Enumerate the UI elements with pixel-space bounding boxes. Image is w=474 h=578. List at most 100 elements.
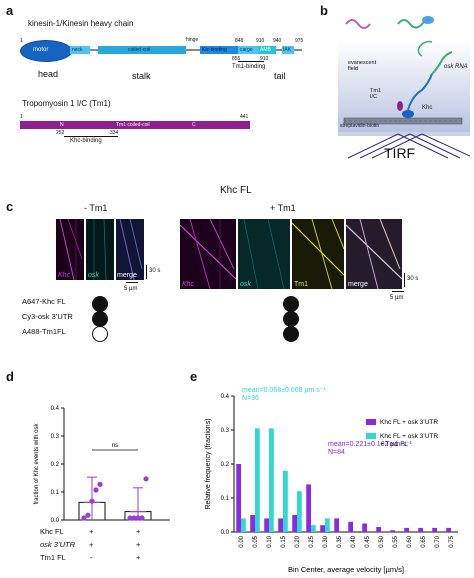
num-334: 334 — [110, 130, 119, 136]
klc-binding-label: Klc-binding — [202, 47, 227, 53]
minus-tm1-label: - Tm1 — [84, 203, 108, 213]
e-bar — [264, 518, 269, 532]
d-sig-label: ns — [112, 443, 118, 449]
e-x-tick-label: 0.30 — [323, 535, 329, 547]
linker — [90, 49, 98, 51]
tirf-schematic — [338, 16, 470, 159]
d-point — [97, 481, 103, 487]
e-bar — [320, 525, 325, 532]
panel-letter-c: c — [6, 199, 14, 214]
tm-start: 1 — [20, 114, 23, 120]
e-x-tick-label: 0.05 — [253, 535, 259, 547]
condition-dot — [92, 311, 108, 327]
e-bar — [278, 518, 283, 532]
kymo-label-plus-merge: merge — [348, 281, 368, 288]
e-x-tick-label: 0.25 — [309, 535, 315, 547]
c-term-linker — [294, 49, 302, 51]
khc-start: 1 — [20, 38, 23, 44]
tm1-label: Tm1 I/C — [370, 88, 381, 101]
d-row-khc: Khc FL — [40, 527, 64, 536]
kymo-label-merge: merge — [117, 272, 137, 279]
num-975: 975 — [295, 38, 304, 44]
time-scale-right: 30 s — [407, 276, 419, 282]
time-scalebar-left — [146, 265, 147, 279]
e-x-tick-label: 0.60 — [407, 535, 413, 547]
e-bar — [306, 484, 311, 532]
e-y-tick-label: 0.4 — [221, 394, 230, 400]
d-col2-mark-2: + — [136, 553, 141, 562]
space-scalebar-right — [392, 291, 404, 292]
panel-letter-a: a — [6, 3, 14, 18]
e-bar — [236, 464, 241, 532]
e-bar — [255, 428, 260, 532]
e-x-axis-label: Bin Center, average velocity [µm/s] — [288, 565, 404, 574]
e-legend-swatch — [366, 433, 376, 439]
d-y-tick-label: 0.1 — [51, 490, 60, 496]
e-bar — [362, 523, 367, 532]
e-x-tick-label: 0.15 — [281, 535, 287, 547]
kymo-plus-osk — [238, 219, 290, 289]
d-y-tick-label: 0.0 — [51, 518, 60, 524]
kymo-label-osk: osk — [88, 272, 99, 279]
space-scale-right: 5 µm — [390, 295, 404, 301]
e-x-tick-label: 0.10 — [267, 535, 273, 547]
d-col2-mark-1: + — [136, 540, 141, 549]
e-legend-label: Khc FL + osk 3’UTR — [380, 419, 438, 426]
d-row-tm1: Tm1 FL — [40, 553, 66, 562]
e-x-tick-label: 0.70 — [435, 535, 441, 547]
streptavidin-label: streptavidin-biotin — [340, 123, 380, 129]
d-point — [139, 515, 145, 521]
e-legend-label: Khc FL + osk 3’UTR — [380, 433, 438, 440]
num-910-b: 910 — [260, 56, 269, 62]
e-y-tick-label: 0.2 — [221, 462, 230, 468]
e-bar — [418, 527, 423, 532]
d-point — [93, 487, 99, 493]
stalk-label: stalk — [132, 71, 151, 81]
e-bar — [432, 527, 437, 532]
e-bar — [376, 526, 381, 532]
e-y-tick-label: 0.1 — [221, 496, 230, 502]
condition-dot — [92, 296, 108, 312]
cargo-domain — [238, 46, 258, 54]
e-bar — [269, 428, 274, 532]
d-point — [143, 476, 149, 482]
d-point — [135, 515, 141, 521]
condition-dot — [283, 296, 299, 312]
e-x-tick-label: 0.55 — [393, 535, 399, 547]
e-legend-label-cont: + Tm1 FL — [380, 441, 408, 448]
e-y-tick-label: 0.0 — [221, 530, 230, 536]
panel-letter-d: d — [6, 369, 14, 384]
motor-label: motor — [33, 47, 49, 53]
e-bar — [404, 527, 409, 532]
num-855: 855 — [232, 56, 241, 62]
chart-d: 0.0 0.1 0.2 0.3 0.4 fraction of Khc events wi… — [34, 406, 170, 524]
tm1-n-label: N — [60, 122, 64, 128]
condition-khc: A647-Khc FL — [22, 297, 66, 306]
space-scalebar-left — [126, 282, 138, 283]
neck-label: neck — [72, 47, 83, 53]
coiled-coil-label: coiled-coil — [128, 47, 151, 53]
d-point — [89, 498, 95, 504]
chart-e: 0.0 0.1 0.2 0.3 0.4 Relative frequency (fract… — [205, 387, 458, 574]
kymo-minus-merge — [116, 219, 144, 280]
e-bar — [297, 491, 302, 532]
condition-osk: Cy3-osk 3’UTR — [22, 312, 73, 321]
plus-tm1-label: + Tm1 — [270, 203, 296, 213]
e-y-axis-label: Relative frequency (fractions) — [205, 418, 212, 509]
d-y-tick-label: 0.2 — [51, 462, 60, 468]
tirf-label: TIRF — [384, 145, 416, 161]
iak-domain — [282, 46, 294, 54]
d-y-tick-label: 0.3 — [51, 434, 60, 440]
hinge-linker — [186, 49, 200, 51]
tail-label: tail — [274, 71, 286, 81]
tm-title: Tropomyosin 1 I/C (Tm1) — [22, 99, 111, 108]
e-x-tick-label: 0.35 — [337, 535, 343, 547]
osk-rna-label: osk RNA — [444, 64, 468, 70]
klc-binding-domain — [200, 46, 238, 54]
kymo-label-khc: Khc — [58, 272, 71, 279]
panel-letter-e: e — [190, 369, 198, 384]
kinesin-title: kinesin-1/Kinesin heavy chain — [28, 19, 134, 28]
kymo-plus-khc — [180, 219, 236, 289]
khc-label: Khc — [422, 105, 433, 111]
d-col1-mark-0: + — [89, 527, 94, 536]
